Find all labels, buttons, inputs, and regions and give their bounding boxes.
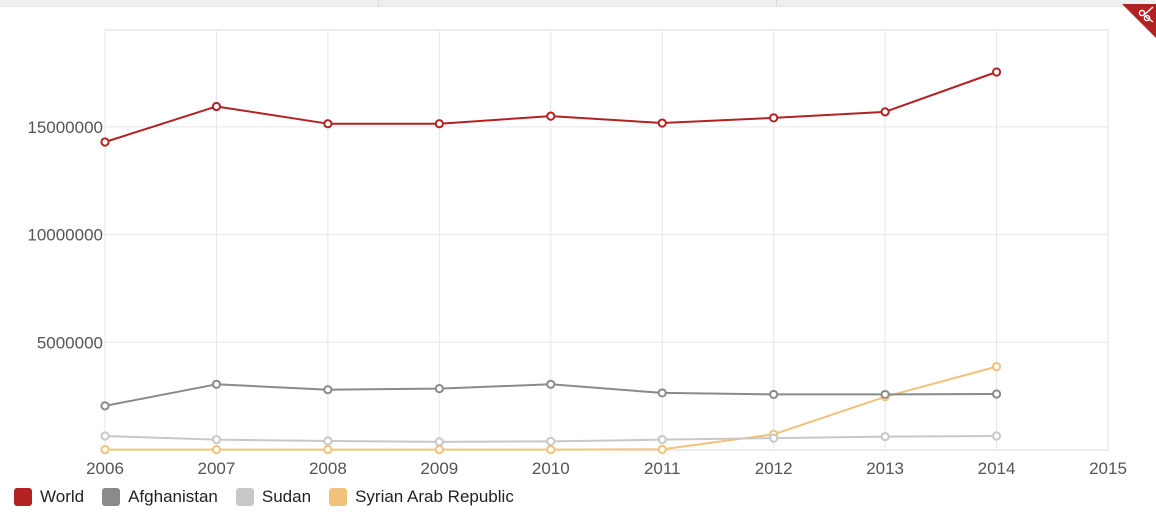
corner-tab[interactable] <box>1122 4 1156 38</box>
legend-item-syrian-arab-republic[interactable]: Syrian Arab Republic <box>329 487 514 507</box>
x-tick-label: 2015 <box>1089 459 1127 478</box>
data-point-syrian-arab-republic[interactable] <box>546 444 556 455</box>
legend-swatch-syrian-arab-republic <box>329 488 348 506</box>
y-tick-label: 10000000 <box>27 226 103 245</box>
data-point-world[interactable] <box>991 67 1002 77</box>
top-divider <box>0 0 1156 7</box>
data-point-world[interactable] <box>434 119 444 129</box>
data-point-sudan[interactable] <box>323 436 333 446</box>
data-point-syrian-arab-republic[interactable] <box>991 362 1002 372</box>
data-point-sudan[interactable] <box>991 431 1002 441</box>
data-point-afghanistan[interactable] <box>769 389 779 400</box>
legend-item-world[interactable]: World <box>14 487 84 507</box>
legend-item-afghanistan[interactable]: Afghanistan <box>102 487 218 507</box>
data-point-world[interactable] <box>323 119 333 129</box>
chart-legend: World Afghanistan Sudan Syrian Arab Repu… <box>14 484 514 510</box>
y-tick-label: 15000000 <box>27 118 103 137</box>
data-point-afghanistan[interactable] <box>100 401 110 411</box>
data-point-sudan[interactable] <box>769 433 779 443</box>
y-tick-label: 5000000 <box>37 333 103 352</box>
x-tick-label: 2009 <box>420 459 458 478</box>
data-point-world[interactable] <box>100 137 110 147</box>
data-point-sudan[interactable] <box>211 435 222 445</box>
data-point-afghanistan[interactable] <box>657 388 667 398</box>
x-tick-label: 2012 <box>755 459 793 478</box>
x-tick-label: 2007 <box>198 459 236 478</box>
x-tick-label: 2010 <box>532 459 570 478</box>
data-point-afghanistan[interactable] <box>880 389 890 400</box>
data-point-sudan[interactable] <box>880 432 890 442</box>
legend-swatch-world <box>14 488 32 506</box>
x-tick-label: 2008 <box>309 459 347 478</box>
legend-label-syrian-arab-republic: Syrian Arab Republic <box>355 487 514 506</box>
scissors-icon[interactable] <box>1122 4 1156 38</box>
data-point-world[interactable] <box>769 113 779 123</box>
data-point-afghanistan[interactable] <box>323 385 333 395</box>
x-tick-label: 2006 <box>86 459 124 478</box>
data-point-syrian-arab-republic[interactable] <box>323 444 333 455</box>
data-point-world[interactable] <box>211 101 222 112</box>
legend-label-sudan: Sudan <box>261 487 312 506</box>
x-tick-label: 2014 <box>978 459 1016 478</box>
data-point-sudan[interactable] <box>100 431 110 441</box>
data-point-afghanistan[interactable] <box>434 384 444 394</box>
legend-label-world: World <box>40 487 85 506</box>
data-point-sudan[interactable] <box>434 437 444 447</box>
data-point-syrian-arab-republic[interactable] <box>657 444 667 454</box>
x-tick-label: 2011 <box>644 459 681 478</box>
data-point-syrian-arab-republic[interactable] <box>434 444 444 455</box>
data-point-world[interactable] <box>546 111 556 121</box>
data-point-world[interactable] <box>657 118 667 128</box>
legend-item-sudan[interactable]: Sudan <box>235 487 312 507</box>
data-point-world[interactable] <box>880 107 890 117</box>
legend-label-afghanistan: Afghanistan <box>128 487 218 506</box>
data-point-sudan[interactable] <box>546 436 556 446</box>
data-point-syrian-arab-republic[interactable] <box>100 444 110 455</box>
legend-swatch-afghanistan <box>102 488 121 506</box>
data-point-afghanistan[interactable] <box>546 379 556 389</box>
data-point-sudan[interactable] <box>657 435 667 445</box>
x-tick-label: 2013 <box>866 459 904 478</box>
data-point-afghanistan[interactable] <box>211 379 222 389</box>
data-point-afghanistan[interactable] <box>991 389 1002 399</box>
data-point-syrian-arab-republic[interactable] <box>211 444 222 455</box>
legend-swatch-sudan <box>235 488 254 506</box>
